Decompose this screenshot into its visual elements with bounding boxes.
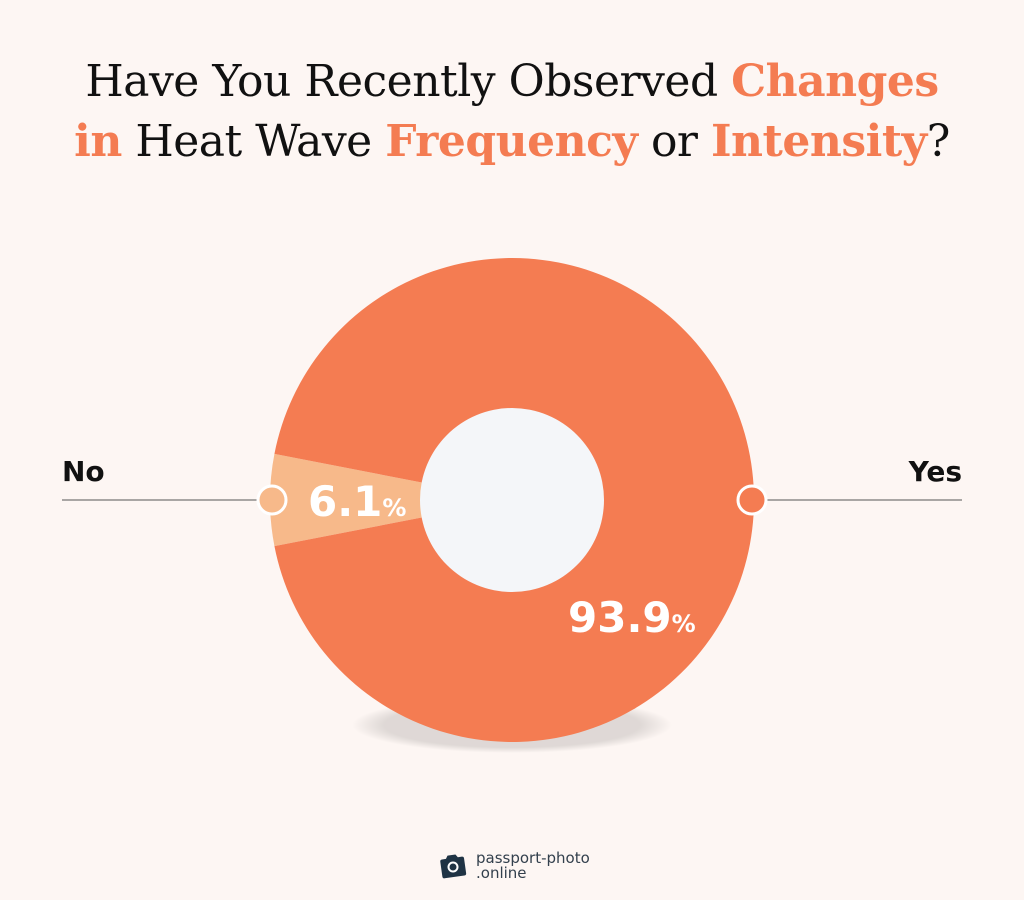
title-part: Heat Wave	[121, 116, 386, 167]
title-highlight: in	[74, 116, 122, 167]
donut-hole	[420, 408, 604, 592]
logo-text-line1: passport-photo	[476, 849, 590, 867]
title-part: Have You Recently Observed	[85, 56, 732, 107]
title-part: ?	[926, 116, 951, 167]
title-part: or	[637, 116, 711, 167]
data-label-no: 6.1%	[308, 477, 406, 526]
legend-label-yes: Yes	[908, 455, 962, 488]
camera-icon	[440, 854, 467, 879]
title-highlight: Intensity	[710, 116, 927, 167]
slice-no	[269, 453, 512, 547]
marker-yes	[736, 484, 768, 516]
title-highlight: Frequency	[385, 116, 638, 167]
marker-no	[256, 484, 288, 516]
brand-logo: passport-photo .online	[438, 851, 590, 881]
data-label-yes: 93.9%	[568, 593, 696, 642]
legend-label-no: No	[62, 455, 105, 488]
chart-title: Have You Recently Observed Changes in He…	[0, 52, 1024, 172]
logo-text-line2: .online	[476, 864, 527, 882]
title-highlight: Changes	[731, 56, 939, 107]
